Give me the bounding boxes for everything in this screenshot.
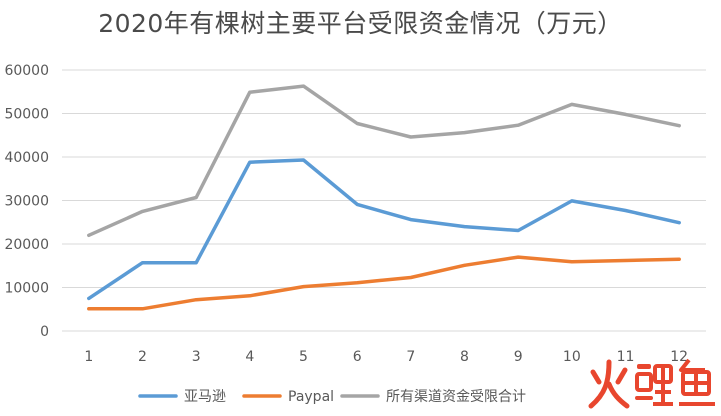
x-tick-label: 3 [192, 349, 201, 365]
data-point [463, 131, 466, 135]
data-point [677, 124, 681, 128]
data-point [624, 209, 627, 213]
series-line-3 [87, 84, 681, 238]
data-point [355, 281, 359, 285]
series-line-2 [87, 255, 681, 311]
x-tick-label: 12 [670, 349, 688, 365]
data-point [409, 218, 413, 222]
x-tick-label: 10 [563, 349, 581, 365]
data-point [141, 307, 144, 311]
x-tick-label: 8 [460, 349, 469, 365]
data-point [248, 294, 252, 298]
data-point [463, 225, 466, 229]
x-tick-label: 9 [514, 349, 523, 365]
x-tick-label: 1 [84, 349, 93, 365]
data-point [516, 123, 520, 127]
data-point [194, 195, 198, 199]
fire-carp-logo-icon [588, 358, 715, 409]
data-point [355, 122, 359, 126]
data-point [570, 102, 574, 106]
legend-label: Paypal [288, 389, 334, 405]
legend: 亚马逊 Paypal 所有渠道资金受限合计 [138, 389, 526, 405]
y-tick-label: 50000 [4, 107, 49, 123]
legend-label: 亚马逊 [184, 389, 226, 405]
y-tick-label: 10000 [4, 281, 49, 297]
data-point [194, 261, 198, 265]
data-point [141, 209, 144, 213]
data-point [624, 259, 627, 263]
legend-label: 所有渠道资金受限合计 [386, 389, 526, 405]
data-point [87, 307, 91, 311]
x-tick-label: 4 [245, 349, 254, 365]
data-point [194, 298, 198, 302]
x-tick-label: 2 [138, 349, 147, 365]
data-point [248, 90, 252, 94]
data-point [409, 275, 413, 279]
data-point [677, 257, 681, 261]
data-point [141, 261, 144, 265]
data-point [570, 260, 574, 264]
y-tick-label: 20000 [4, 237, 49, 253]
x-tick-label: 5 [299, 349, 308, 365]
data-point [463, 263, 466, 267]
y-tick-label: 0 [40, 324, 49, 340]
data-point [677, 221, 681, 225]
x-tick-label: 11 [617, 349, 635, 365]
watermark-logo [585, 352, 721, 412]
data-point [87, 296, 91, 300]
x-tick-label: 7 [406, 349, 415, 365]
data-point [624, 112, 627, 116]
series-lines [87, 84, 681, 311]
chart-title: 2020年有棵树主要平台受限资金情况（万元） [98, 9, 623, 38]
data-point [302, 285, 305, 289]
data-point [355, 202, 359, 206]
y-tick-label: 40000 [4, 150, 49, 166]
x-tick-label: 6 [353, 349, 362, 365]
data-point [302, 84, 305, 88]
series-line-1 [87, 158, 681, 301]
data-point [516, 229, 520, 233]
y-tick-label: 30000 [4, 194, 49, 210]
y-tick-label: 60000 [4, 63, 49, 79]
data-point [516, 255, 520, 259]
data-point [409, 135, 413, 139]
data-point [302, 158, 305, 162]
data-point [87, 233, 91, 237]
gridlines [62, 69, 706, 332]
data-point [248, 160, 252, 164]
data-point [570, 199, 574, 203]
